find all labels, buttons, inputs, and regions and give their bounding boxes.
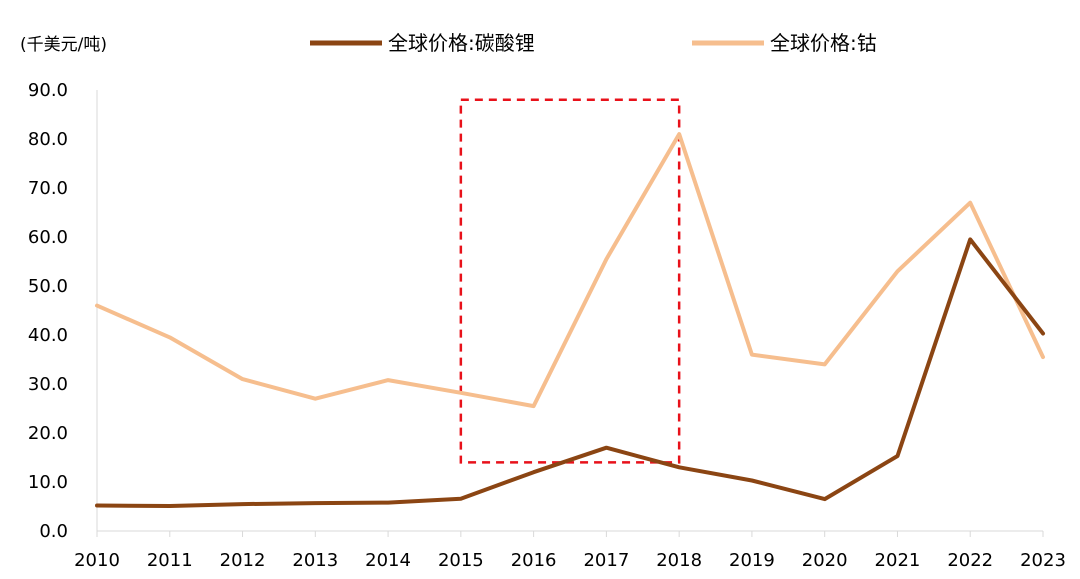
x-tick-label: 2012: [220, 550, 266, 571]
x-tick-label: 2011: [147, 550, 193, 571]
legend-item-lithium: 全球价格:碳酸锂: [310, 31, 535, 55]
y-tick-label: 30.0: [28, 374, 68, 395]
x-tick-label: 2015: [438, 550, 484, 571]
series-line-cobalt: [95, 132, 1045, 409]
x-tick-label: 2020: [802, 550, 848, 571]
axes: [96, 90, 1044, 537]
y-tick-label: 80.0: [28, 129, 68, 150]
x-tick-label: 2013: [292, 550, 338, 571]
y-tick-label: 50.0: [28, 276, 68, 297]
y-tick-label: 20.0: [28, 423, 68, 444]
y-tick-label: 90.0: [28, 80, 68, 101]
x-tick-label: 2018: [656, 550, 702, 571]
legend: 全球价格:碳酸锂 全球价格:钴: [310, 31, 877, 55]
x-tick-label: 2023: [1020, 550, 1066, 571]
highlight-box: [459, 98, 681, 464]
legend-label-lithium: 全球价格:碳酸锂: [388, 31, 535, 55]
legend-label-cobalt: 全球价格:钴: [770, 31, 877, 55]
x-tick-labels: 2010 2011 2012 2013 2014 2015 2016 2017 2018 2019…: [74, 550, 1066, 571]
series-line-lithium: [95, 237, 1045, 508]
y-tick-label: 10.0: [28, 472, 68, 493]
y-tick-label: 40.0: [28, 325, 68, 346]
y-tick-label: 60.0: [28, 227, 68, 248]
x-tick-label: 2022: [947, 550, 993, 571]
x-tick-label: 2017: [583, 550, 629, 571]
x-tick-label: 2016: [511, 550, 557, 571]
highlight-box-group: [459, 98, 681, 464]
x-tick-label: 2010: [74, 550, 120, 571]
y-tick-labels: 0.0 10.0 20.0 30.0 40.0 50.0 60.0 70.0 80.0 90.0: [28, 80, 68, 542]
y-unit-label: (千美元/吨): [20, 35, 107, 55]
y-tick-label: 0.0: [39, 521, 68, 542]
x-tick-label: 2021: [875, 550, 921, 571]
x-tick-label: 2019: [729, 550, 775, 571]
y-tick-label: 70.0: [28, 178, 68, 199]
legend-item-cobalt: 全球价格:钴: [692, 31, 877, 55]
series-lines: [95, 132, 1045, 508]
x-tick-label: 2014: [365, 550, 411, 571]
